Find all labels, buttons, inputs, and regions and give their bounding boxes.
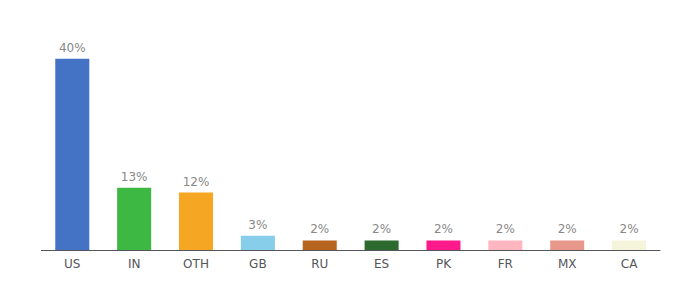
- svg-text:3%: 3%: [248, 218, 267, 232]
- svg-text:IN: IN: [128, 257, 141, 271]
- svg-text:2%: 2%: [558, 222, 577, 236]
- svg-text:RU: RU: [311, 257, 328, 271]
- svg-text:ES: ES: [374, 257, 389, 271]
- svg-text:FR: FR: [498, 257, 513, 271]
- svg-text:GB: GB: [249, 257, 267, 271]
- svg-text:2%: 2%: [434, 222, 453, 236]
- svg-text:CA: CA: [621, 257, 638, 271]
- svg-text:MX: MX: [558, 257, 577, 271]
- svg-text:2%: 2%: [496, 222, 515, 236]
- svg-text:13%: 13%: [121, 170, 148, 184]
- svg-text:2%: 2%: [372, 222, 391, 236]
- svg-text:12%: 12%: [183, 175, 210, 189]
- svg-text:PK: PK: [436, 257, 452, 271]
- svg-text:40%: 40%: [59, 41, 86, 55]
- svg-text:OTH: OTH: [183, 257, 209, 271]
- svg-text:2%: 2%: [620, 222, 639, 236]
- svg-text:2%: 2%: [310, 222, 329, 236]
- svg-text:US: US: [64, 257, 80, 271]
